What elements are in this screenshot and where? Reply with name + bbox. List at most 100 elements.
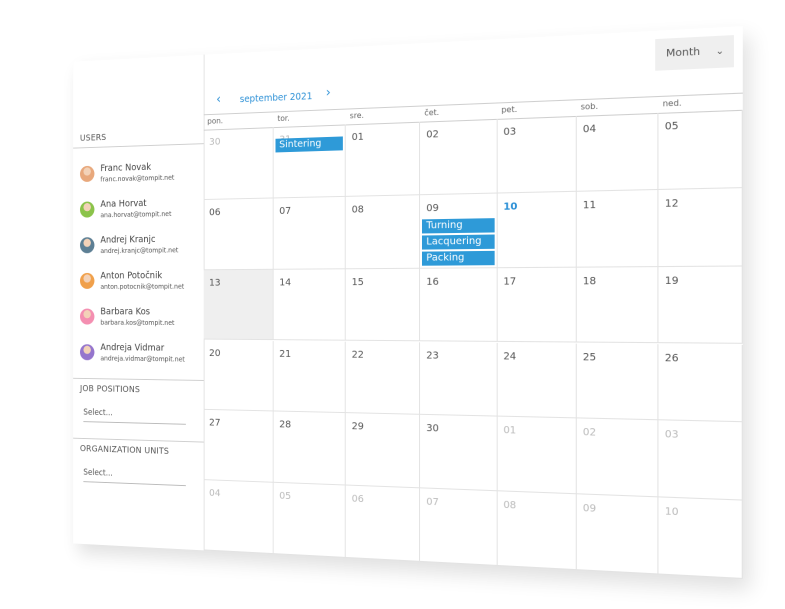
day-cell[interactable]: 06 — [203, 198, 274, 270]
event[interactable]: Sintering — [275, 136, 344, 153]
day-cell[interactable]: 29 — [345, 413, 421, 489]
day-number: 05 — [279, 490, 292, 503]
day-cell[interactable]: 07 — [420, 488, 498, 566]
event[interactable]: Lacquering — [422, 234, 495, 250]
day-cell[interactable]: 07 — [273, 196, 346, 270]
user-item[interactable]: Barbara Kos barbara.kos@tompit.net — [79, 305, 202, 334]
day-cell[interactable]: 22 — [345, 341, 421, 416]
user-name: Franc Novak — [100, 162, 152, 175]
day-number: 01 — [351, 131, 364, 144]
day-number: 26 — [664, 352, 679, 365]
user-email: barbara.kos@tompit.net — [100, 318, 175, 327]
day-number: 18 — [582, 275, 597, 288]
weekday-label: ned. — [662, 98, 682, 109]
dropdown-arrow: ⌄ — [715, 46, 724, 58]
day-number: 19 — [664, 275, 679, 287]
day-cell[interactable]: 15 — [345, 268, 421, 342]
day-cell[interactable]: 04 — [576, 112, 659, 192]
day-cell[interactable]: 06 — [345, 485, 421, 562]
day-number: 29 — [351, 421, 364, 433]
day-number: 07 — [279, 205, 292, 217]
day-number: 21 — [279, 348, 292, 360]
user-name: Ana Horvat — [100, 198, 147, 210]
day-number: 03 — [664, 429, 679, 442]
day-cell[interactable]: 03 — [658, 420, 743, 501]
organization-units-heading: ORGANIZATION UNITS — [79, 444, 170, 457]
day-cell[interactable]: 02 — [420, 118, 498, 196]
user-item[interactable]: Ana Horvat ana.horvat@tompit.net — [79, 195, 202, 226]
day-cell[interactable]: 24 — [497, 342, 577, 419]
user-list: Franc Novak franc.novak@tompit.net Ana Hor… — [73, 26, 743, 363]
day-cell[interactable]: 30 — [420, 415, 498, 492]
weekday-label: pon. — [207, 116, 224, 126]
day-cell[interactable]: 27 — [203, 410, 274, 483]
day-number: 27 — [209, 417, 221, 429]
job-positions-heading: JOB POSITIONS — [79, 384, 141, 396]
day-cell[interactable]: 02 — [576, 418, 659, 498]
day-cell[interactable]: 01 — [497, 416, 577, 495]
day-cell[interactable]: 16 — [420, 267, 498, 343]
day-cell[interactable]: 20 — [203, 340, 274, 412]
day-cell[interactable]: 25 — [576, 343, 659, 421]
day-number: 08 — [351, 204, 364, 216]
day-number: 30 — [209, 136, 221, 148]
day-cell[interactable]: 12 — [658, 187, 743, 267]
day-number: 14 — [279, 277, 292, 288]
day-cell[interactable]: 18 — [576, 266, 659, 344]
day-cell[interactable]: 05 — [658, 109, 743, 190]
day-cell[interactable]: 03 — [497, 115, 577, 194]
day-cell[interactable]: 11 — [576, 189, 659, 268]
day-number: 13 — [209, 277, 221, 289]
day-cell[interactable]: 08 — [345, 195, 421, 269]
day-number: 24 — [503, 350, 517, 363]
day-cell[interactable]: 09 — [576, 494, 659, 575]
day-cell[interactable]: 10 — [497, 191, 577, 268]
avatar — [79, 237, 95, 254]
view-label: Month — [666, 46, 701, 60]
job-positions-select[interactable]: Select... — [83, 408, 186, 425]
day-number: 09 — [426, 202, 439, 215]
event[interactable]: Turning — [422, 217, 495, 234]
day-number: 10 — [664, 506, 679, 519]
organization-units-select[interactable]: Select... — [83, 468, 186, 487]
day-number: 08 — [503, 499, 517, 512]
event[interactable]: Packing — [422, 250, 495, 266]
day-number: 05 — [664, 120, 679, 133]
day-cell[interactable]: 10 — [658, 497, 743, 579]
day-cell[interactable]: 09 Turning Lacquering Packing — [420, 193, 498, 269]
view-dropdown[interactable]: Month ⌄ — [655, 35, 734, 71]
day-cell[interactable]: 30 — [203, 127, 274, 200]
user-email: franc.novak@tompit.net — [100, 173, 175, 184]
day-cell[interactable]: 19 — [658, 266, 743, 345]
user-item[interactable]: Franc Novak franc.novak@tompit.net — [79, 159, 202, 191]
next-button[interactable]: › — [325, 85, 331, 101]
day-number: 17 — [503, 275, 517, 288]
day-number: 04 — [209, 488, 221, 500]
user-item[interactable]: Anton Potočnik anton.potocnik@tompit.net — [79, 268, 202, 297]
avatar — [79, 308, 95, 325]
day-cell[interactable]: 21 — [273, 340, 346, 414]
day-number: 11 — [582, 199, 597, 212]
day-cell[interactable]: 08 — [497, 491, 577, 571]
day-cell[interactable]: 14 — [273, 268, 346, 342]
avatar — [79, 344, 95, 361]
user-item[interactable]: Andrej Kranjc andrej.kranjc@tompit.net — [79, 232, 202, 262]
day-cell[interactable]: 31Sintering — [273, 124, 346, 199]
day-number: 02 — [426, 129, 439, 141]
divider — [73, 437, 204, 443]
day-cell[interactable]: 04 — [203, 480, 274, 555]
divider — [73, 377, 204, 381]
day-cell[interactable]: 05 — [273, 482, 346, 558]
day-cell[interactable]: 26 — [658, 343, 743, 423]
day-number: 03 — [503, 126, 517, 139]
prev-button[interactable]: ‹ — [216, 92, 221, 108]
day-cell[interactable]: 13 — [203, 269, 274, 341]
day-number: 20 — [209, 347, 221, 359]
day-cell[interactable]: 23 — [420, 341, 498, 417]
day-cell[interactable]: 17 — [497, 267, 577, 344]
user-item[interactable]: Andreja Vidmar andreja.vidmar@tompit.net — [79, 340, 202, 370]
day-number: 12 — [664, 197, 679, 210]
day-number: 15 — [351, 276, 364, 288]
day-cell[interactable]: 28 — [273, 411, 346, 486]
day-cell[interactable]: 01 — [345, 121, 421, 197]
